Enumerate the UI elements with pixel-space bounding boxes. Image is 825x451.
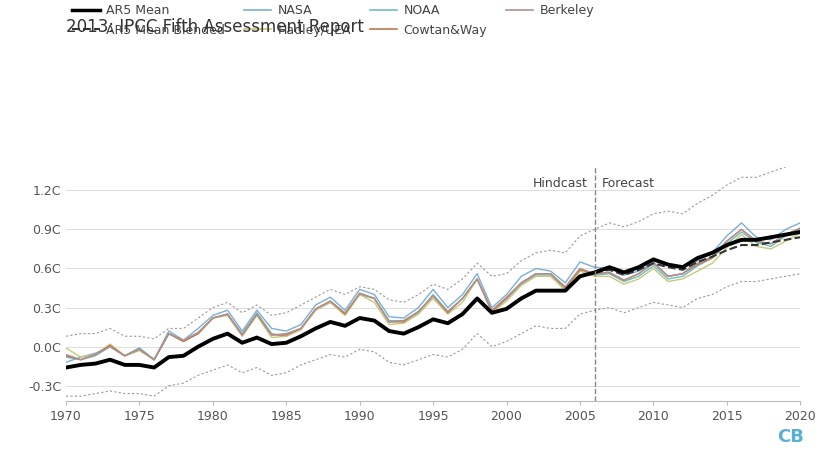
Text: Hindcast: Hindcast	[532, 177, 587, 190]
Text: 2013: IPCC Fifth Assessment Report: 2013: IPCC Fifth Assessment Report	[66, 18, 364, 36]
Legend: AR5 Mean, AR5 Mean Blended, NASA, Hadley/UEA, NOAA, Cowtan&Way, Berkeley: AR5 Mean, AR5 Mean Blended, NASA, Hadley…	[73, 4, 594, 37]
Text: Forecast: Forecast	[602, 177, 655, 190]
Text: CB: CB	[777, 428, 804, 446]
